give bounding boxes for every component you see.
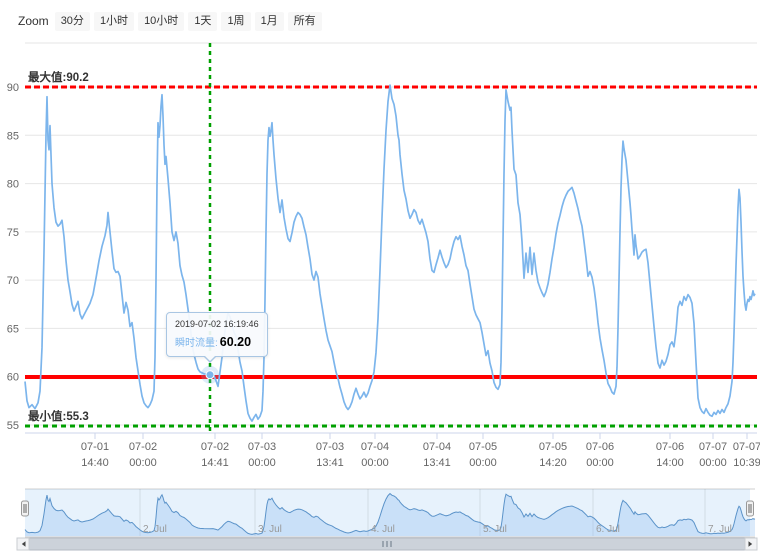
y-axis-label: 60 <box>7 372 19 384</box>
x-axis-label-date: 07-02 <box>201 441 229 453</box>
navigator-left-handle[interactable] <box>21 500 29 517</box>
y-axis-label: 55 <box>7 420 19 432</box>
x-axis-label-date: 07-06 <box>586 441 614 453</box>
navigator-area <box>25 493 755 536</box>
chart-tooltip: 2019-07-02 16:19:46 瞬时流量: 60.20 <box>166 312 268 363</box>
x-axis-label-time: 00:00 <box>248 457 276 469</box>
navigator-right-handle[interactable] <box>746 500 754 517</box>
navigator-day-label: 3. Jul <box>258 524 282 535</box>
x-axis-label-time: 00:00 <box>699 457 727 469</box>
zoom-button-6[interactable]: 1月 <box>254 12 284 31</box>
x-axis-label-time: 14:40 <box>81 457 109 469</box>
scrollbar-left-arrow-icon <box>21 541 26 547</box>
x-axis-label-time: 14:41 <box>201 457 229 469</box>
x-axis-label-time: 00:00 <box>586 457 614 469</box>
max-value-label: 最大值:90.2 <box>28 70 89 84</box>
y-axis-label: 80 <box>7 179 19 191</box>
scrollbar-right-arrow-icon <box>748 541 753 547</box>
x-axis-label-date: 07-02 <box>129 441 157 453</box>
range-selector: Zoom 30分 1小时 10小时 1天 1周 1月 所有 <box>18 11 326 31</box>
y-axis-label: 90 <box>7 82 19 94</box>
zoom-button-1[interactable]: 30分 <box>54 12 90 31</box>
x-axis-label-date: 07-01 <box>81 441 109 453</box>
x-axis-label-date: 07-04 <box>361 441 389 453</box>
x-axis-label-date: 07-03 <box>248 441 276 453</box>
y-axis-label: 70 <box>7 275 19 287</box>
tooltip-value: 60.20 <box>219 335 252 349</box>
y-axis-label: 65 <box>7 323 19 335</box>
zoom-button-4[interactable]: 1天 <box>188 12 218 31</box>
zoom-button-3[interactable]: 10小时 <box>138 12 185 31</box>
x-axis-label-time: 14:20 <box>539 457 567 469</box>
x-axis-label-date: 07-05 <box>539 441 567 453</box>
x-axis-label-time: 00:00 <box>361 457 389 469</box>
navigator-day-label: 2. Jul <box>143 524 167 535</box>
zoom-button-5[interactable]: 1周 <box>221 12 251 31</box>
x-axis-label-time: 00:00 <box>129 457 157 469</box>
navigator-day-label: 6. Jul <box>596 524 620 535</box>
zoom-button-2[interactable]: 1小时 <box>93 12 135 31</box>
zoom-buttons-group: 30分 1小时 10小时 1天 1周 1月 所有 <box>54 11 326 31</box>
x-axis-label-time: 13:41 <box>316 457 344 469</box>
y-axis-label: 85 <box>7 130 19 142</box>
tooltip-value-row: 瞬时流量: 60.20 <box>175 333 259 351</box>
tooltip-series-label: 瞬时流量: <box>175 338 218 349</box>
x-axis-label-time: 14:00 <box>656 457 684 469</box>
zoom-label: Zoom <box>18 14 49 28</box>
navigator-line <box>24 492 756 535</box>
min-value-label: 最小值:55.3 <box>28 409 89 423</box>
x-axis-label-date: 07-06 <box>656 441 684 453</box>
navigator-day-label: 5. Jul <box>483 524 507 535</box>
x-axis-label-date: 07-07 <box>699 441 727 453</box>
series-line[interactable] <box>24 84 756 422</box>
x-axis-label-date: 07-03 <box>316 441 344 453</box>
x-axis-label-time: 13:41 <box>423 457 451 469</box>
navigator-day-label: 4. Jul <box>371 524 395 535</box>
x-axis-label-time: 00:00 <box>469 457 497 469</box>
zoom-button-7[interactable]: 所有 <box>287 12 322 31</box>
active-point-marker <box>205 370 215 380</box>
navigator-day-label: 7. Jul <box>708 524 732 535</box>
x-axis-label-date: 07-07 <box>733 441 760 453</box>
y-axis-label: 75 <box>7 227 19 239</box>
x-axis-label-date: 07-05 <box>469 441 497 453</box>
x-axis-label-date: 07-04 <box>423 441 451 453</box>
tooltip-datetime: 2019-07-02 16:19:46 <box>175 319 259 329</box>
x-axis-label-time: 10:39 <box>733 457 760 469</box>
